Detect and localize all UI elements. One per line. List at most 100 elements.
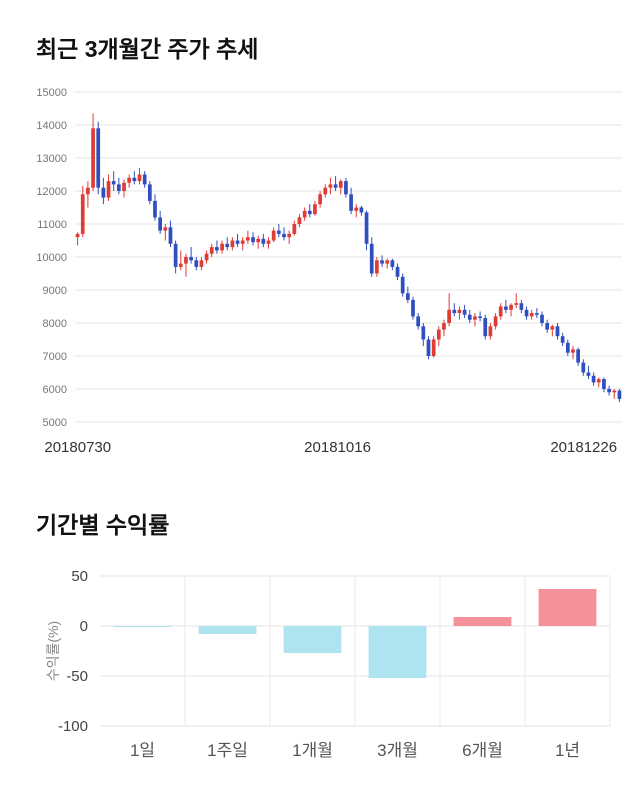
candle-body bbox=[163, 227, 168, 231]
candle-body bbox=[540, 314, 544, 323]
candle-body bbox=[168, 227, 173, 244]
candle-body bbox=[421, 326, 426, 340]
candle-body bbox=[323, 187, 328, 195]
candle-body bbox=[612, 390, 617, 393]
candle-body bbox=[333, 184, 338, 188]
candle-body bbox=[560, 336, 565, 343]
price-y-tick: 5000 bbox=[43, 417, 67, 429]
candle-body bbox=[416, 316, 421, 327]
candle-body bbox=[411, 299, 415, 317]
candle-body bbox=[344, 181, 348, 195]
candle-body bbox=[189, 257, 193, 261]
price-y-tick: 15000 bbox=[36, 87, 67, 99]
candle-body bbox=[447, 309, 451, 323]
candle-body bbox=[307, 210, 312, 215]
returns-y-tick: 50 bbox=[71, 568, 88, 585]
candle-body bbox=[405, 293, 410, 300]
returns-y-tick: -100 bbox=[58, 718, 88, 735]
candle-body bbox=[246, 237, 250, 241]
candle-body bbox=[395, 266, 400, 277]
candle-body bbox=[132, 177, 137, 182]
candle-body bbox=[256, 238, 261, 243]
returns-category-label: 6개월 bbox=[462, 741, 503, 760]
price-y-tick: 6000 bbox=[43, 384, 67, 396]
candle-body bbox=[215, 247, 219, 251]
candle-body bbox=[209, 247, 214, 254]
returns-chart-svg: 50 0 -50 -100 1일 1주일 1개월 3개월 6개월 1년 수익률(%) bbox=[45, 568, 611, 760]
candle-body bbox=[302, 210, 307, 218]
candle-body bbox=[617, 390, 622, 399]
candle-body bbox=[225, 243, 230, 248]
candle-body bbox=[467, 314, 472, 320]
candle-body bbox=[364, 212, 369, 244]
candle-body bbox=[261, 238, 266, 244]
price-y-tick: 9000 bbox=[43, 285, 67, 297]
candle-body bbox=[122, 182, 126, 191]
candle-body bbox=[565, 342, 570, 353]
returns-heading: 기간별 수익률 bbox=[36, 512, 170, 538]
candle-body bbox=[282, 233, 286, 238]
candle-body bbox=[158, 217, 163, 231]
candle-body bbox=[137, 174, 142, 182]
candle-body bbox=[493, 316, 498, 327]
candle-body bbox=[436, 329, 441, 340]
candle-body bbox=[349, 194, 353, 211]
returns-y-tick: 0 bbox=[80, 618, 88, 635]
candle-body bbox=[462, 309, 467, 315]
candle-body bbox=[80, 194, 85, 234]
candle-body bbox=[431, 339, 436, 356]
candle-body bbox=[184, 257, 188, 264]
candle-body bbox=[313, 204, 317, 215]
return-bar bbox=[113, 626, 172, 627]
price-x-tick: 20181016 bbox=[304, 439, 371, 456]
candle-body bbox=[390, 260, 395, 267]
candle-body bbox=[591, 375, 596, 383]
candle-body bbox=[127, 177, 132, 183]
candle-body bbox=[117, 184, 121, 191]
candle-body bbox=[509, 304, 513, 310]
candle-body bbox=[586, 372, 591, 376]
candle-body bbox=[457, 309, 462, 314]
return-bar bbox=[453, 617, 512, 626]
candle-body bbox=[276, 230, 281, 234]
candle-body bbox=[297, 217, 302, 224]
candle-body bbox=[478, 316, 482, 319]
candle-body bbox=[452, 309, 457, 314]
candle-body bbox=[220, 243, 224, 251]
price-trend-heading: 최근 3개월간 주가 추세 bbox=[36, 36, 259, 62]
returns-category-label: 1주일 bbox=[207, 741, 248, 760]
return-bar bbox=[283, 626, 342, 653]
price-y-tick: 11000 bbox=[37, 219, 67, 231]
candle-body bbox=[91, 128, 95, 188]
candle-body bbox=[153, 200, 157, 218]
candle-body bbox=[555, 326, 560, 337]
candle-body bbox=[550, 326, 555, 330]
return-bar bbox=[368, 626, 427, 678]
price-gridlines: 5000 6000 7000 8000 9000 10000 11000 12000 13000… bbox=[36, 87, 622, 429]
price-x-tick: 20180730 bbox=[44, 439, 111, 456]
returns-y-tick: -50 bbox=[66, 668, 88, 685]
returns-category-label: 1년 bbox=[555, 741, 580, 760]
candle-body bbox=[576, 349, 580, 363]
candle-body bbox=[271, 230, 276, 241]
candle-body bbox=[230, 240, 235, 248]
returns-y-axis-label: 수익률(%) bbox=[45, 621, 61, 681]
candle-body bbox=[534, 313, 539, 315]
candle-body bbox=[75, 233, 80, 238]
candle-body bbox=[173, 243, 178, 267]
returns-category-label: 3개월 bbox=[377, 741, 418, 760]
candlesticks bbox=[75, 113, 622, 403]
returns-gridlines: 50 0 -50 -100 bbox=[58, 568, 611, 735]
candle-body bbox=[251, 237, 255, 243]
candle-body bbox=[369, 243, 374, 274]
candle-body bbox=[142, 174, 147, 185]
candle-body bbox=[545, 323, 550, 330]
candle-body bbox=[86, 187, 90, 195]
candle-body bbox=[596, 379, 601, 383]
price-chart-svg: 5000 6000 7000 8000 9000 10000 11000 12000 13000… bbox=[36, 87, 622, 456]
candle-body bbox=[199, 260, 204, 267]
price-y-tick: 10000 bbox=[36, 252, 67, 264]
candle-body bbox=[328, 184, 333, 188]
candle-body bbox=[338, 181, 343, 188]
price-y-tick: 14000 bbox=[36, 120, 67, 132]
